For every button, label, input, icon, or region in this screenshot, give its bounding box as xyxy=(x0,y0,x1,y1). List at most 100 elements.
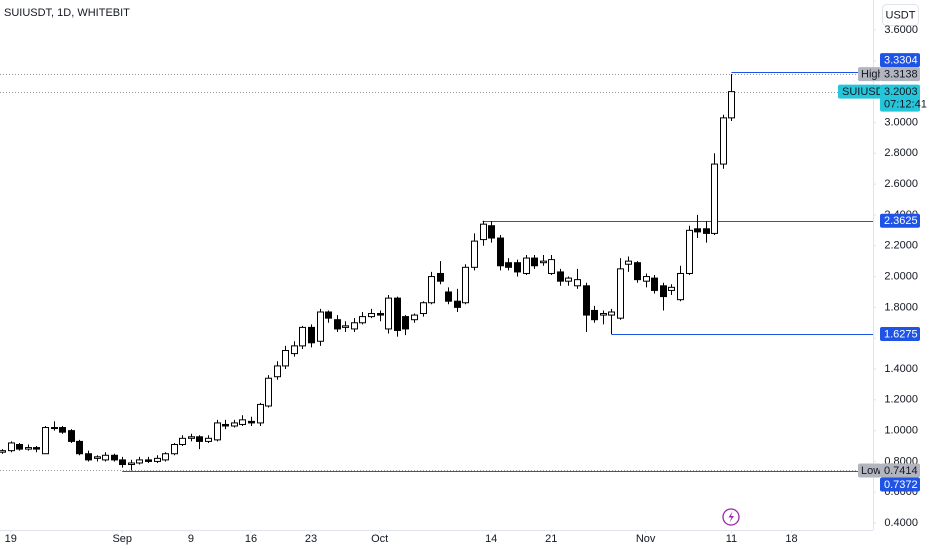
candle xyxy=(377,310,384,322)
candle xyxy=(523,254,530,276)
x-tick-label: 16 xyxy=(245,533,257,545)
candle xyxy=(514,259,521,277)
candle xyxy=(239,415,246,427)
stat-badge: High 3.3138 xyxy=(858,67,920,82)
candle xyxy=(171,442,178,456)
candle xyxy=(145,456,152,463)
candle-body xyxy=(471,240,478,268)
candle xyxy=(265,375,272,408)
candle-body xyxy=(377,313,384,316)
candle xyxy=(565,276,572,286)
candle xyxy=(394,296,401,337)
candle xyxy=(257,402,264,427)
candle-body xyxy=(188,436,195,439)
candle xyxy=(25,444,32,451)
candle xyxy=(600,310,607,325)
candle-body xyxy=(437,272,444,282)
price-line-badge: 1.6275 xyxy=(880,326,920,341)
candle xyxy=(102,452,109,462)
candle xyxy=(359,311,366,325)
x-tick-label: Nov xyxy=(636,533,656,545)
badge-box xyxy=(880,213,920,228)
candle xyxy=(368,308,375,319)
candle-body xyxy=(565,277,572,282)
stat-label-box xyxy=(858,67,881,82)
candle xyxy=(188,433,195,442)
candle-body xyxy=(334,319,341,330)
candle-body xyxy=(728,91,735,119)
candle xyxy=(231,419,238,428)
candle xyxy=(402,315,409,336)
candle xyxy=(617,258,624,320)
y-tick-label: 1.4000 xyxy=(884,363,918,375)
currency-button-box[interactable] xyxy=(882,4,919,26)
candle-body xyxy=(119,459,126,466)
candle xyxy=(651,275,658,294)
candle-body xyxy=(402,316,409,330)
candle-body xyxy=(25,447,32,450)
candle-body xyxy=(720,117,727,165)
candle xyxy=(505,258,512,271)
badge-box xyxy=(880,53,920,68)
candle-body xyxy=(291,345,298,355)
candle-body xyxy=(420,302,427,315)
candle-body xyxy=(454,300,461,308)
alert-icon[interactable] xyxy=(722,508,740,526)
candle xyxy=(591,305,598,323)
candle xyxy=(196,435,203,450)
candle xyxy=(711,153,718,235)
candle xyxy=(76,439,83,456)
y-tick-label: 3.0000 xyxy=(884,116,918,128)
candle-body xyxy=(591,309,598,321)
candle xyxy=(342,321,349,333)
candle-body xyxy=(660,285,667,298)
candle xyxy=(686,225,693,276)
candle-body xyxy=(677,272,684,301)
candle xyxy=(16,442,23,451)
alert-icon-circle[interactable] xyxy=(722,508,740,526)
badge-value: 3.3304 xyxy=(884,55,918,67)
price-line-badge: 2.3625 xyxy=(880,213,920,228)
currency-button[interactable]: USDT xyxy=(882,4,919,26)
candle xyxy=(677,265,684,302)
candle-body xyxy=(257,403,264,424)
candle-body xyxy=(76,440,83,455)
candle xyxy=(85,450,92,462)
candle xyxy=(668,284,675,296)
candle-body xyxy=(248,420,255,424)
x-tick-label: 23 xyxy=(305,533,317,545)
candle-body xyxy=(523,257,530,274)
candle-body xyxy=(308,326,315,344)
stat-label: Low xyxy=(861,465,881,477)
candle-body xyxy=(488,225,495,239)
candle xyxy=(557,268,564,286)
stat-value: 0.7414 xyxy=(884,465,918,477)
candle xyxy=(222,419,229,430)
x-tick-label: 9 xyxy=(188,533,194,545)
alert-icon-bolt[interactable] xyxy=(728,511,735,523)
price-line-badge: 0.7372 xyxy=(880,477,920,492)
x-tick-label: Oct xyxy=(371,533,388,545)
candle-body xyxy=(154,457,161,462)
candle-body xyxy=(33,447,40,450)
y-tick-label: 1.2000 xyxy=(884,394,918,406)
candle xyxy=(385,295,392,334)
candle-body xyxy=(351,322,358,330)
candle xyxy=(248,416,255,427)
candle-body xyxy=(42,427,49,455)
candle-body xyxy=(711,163,718,234)
candle xyxy=(531,254,538,269)
candle-body xyxy=(145,459,152,462)
candle xyxy=(437,261,444,285)
candle-body xyxy=(428,276,435,304)
candle-body xyxy=(548,259,555,274)
countdown: 07:12:41 xyxy=(884,99,927,111)
x-tick-label: 18 xyxy=(785,533,797,545)
candle xyxy=(703,221,710,243)
candle xyxy=(634,261,641,283)
candle-body xyxy=(274,365,281,378)
currency-label[interactable]: USDT xyxy=(886,9,916,21)
candle xyxy=(643,273,650,288)
